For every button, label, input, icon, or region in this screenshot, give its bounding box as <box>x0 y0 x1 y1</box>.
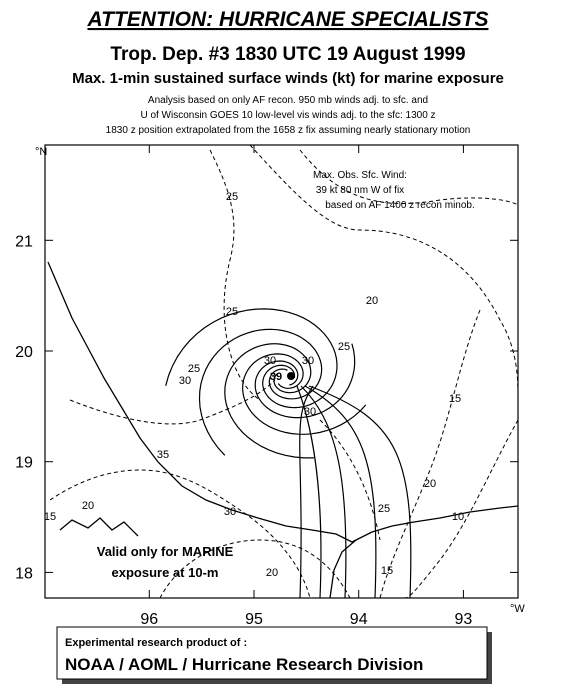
note: U of Wisconsin GOES 10 low-level vis win… <box>140 110 435 121</box>
isotach-label: 15 <box>449 393 461 405</box>
isotach-label: 10 <box>452 511 464 523</box>
map-layer <box>47 144 519 599</box>
isotach-label: 30 <box>304 406 316 418</box>
note: Analysis based on only AF recon. 950 mb … <box>148 95 428 106</box>
lon-label: 94 <box>350 611 368 628</box>
streamline <box>254 343 356 419</box>
isotach-label: 30 <box>179 375 191 387</box>
annotation: Max. Obs. Sfc. Wind: <box>313 170 407 181</box>
valid-note: Valid only for MARINE <box>97 544 234 559</box>
note: 1830 z position extrapolated from the 16… <box>106 125 471 136</box>
isotach-label: 30 <box>302 355 314 367</box>
lat-label: 19 <box>15 455 33 472</box>
isotach-label: 39 <box>270 371 282 383</box>
annotation: 39 kt 80 nm W of fix <box>316 185 404 196</box>
isotach <box>404 419 519 599</box>
streamline <box>304 385 377 599</box>
coastline <box>329 539 357 599</box>
isotach-label: 30 <box>264 355 276 367</box>
coastline <box>47 261 519 543</box>
lat-label: 20 <box>15 344 33 361</box>
streamline <box>198 328 323 456</box>
streamline <box>224 343 314 459</box>
isotach-label: 35 <box>157 449 169 461</box>
streamline <box>296 385 322 599</box>
isotach <box>379 309 481 599</box>
isotach-label: 25 <box>378 503 390 515</box>
lat-label: 21 <box>15 233 33 250</box>
isotach-label: 20 <box>424 478 436 490</box>
streamline <box>308 385 412 599</box>
map-frame <box>44 144 519 599</box>
lat-label: 18 <box>15 565 33 582</box>
banner: ATTENTION: HURRICANE SPECIALISTS <box>87 8 489 31</box>
isotach-label: 20 <box>266 567 278 579</box>
isotach-label: 15 <box>381 565 393 577</box>
isotach-label: 20 <box>82 500 94 512</box>
streamline <box>165 308 338 409</box>
title: Trop. Dep. #3 1830 UTC 19 August 1999 <box>110 44 465 65</box>
isotach-label: 25 <box>226 306 238 318</box>
valid-note: exposure at 10-m <box>112 565 219 580</box>
isotach-label: 30 <box>224 506 236 518</box>
lon-label: 96 <box>140 611 158 628</box>
isotach-label: 15 <box>44 511 56 523</box>
lon-label: 93 <box>455 611 473 628</box>
subtitle: Max. 1-min sustained surface winds (kt) … <box>72 70 504 87</box>
lon-unit: °W <box>510 603 525 615</box>
coastline <box>59 517 139 537</box>
isotach <box>249 144 519 401</box>
streamline <box>241 353 367 435</box>
annotation: based on AF 1400 z recon minob. <box>325 200 475 211</box>
isotach <box>49 469 311 599</box>
lon-label: 95 <box>245 611 263 628</box>
footer-box <box>56 626 488 680</box>
isotach-label: 25 <box>226 191 238 203</box>
streamline <box>299 385 314 599</box>
isotach <box>209 149 261 401</box>
footer-line: NOAA / AOML / Hurricane Research Divisio… <box>65 655 423 674</box>
isotach-label: 20 <box>366 295 378 307</box>
streamline <box>300 385 347 599</box>
isotach-label: 25 <box>338 341 350 353</box>
isotach <box>69 379 276 425</box>
footer-line: Experimental research product of : <box>65 637 247 649</box>
lat-unit: °N <box>35 146 47 158</box>
isotach <box>299 149 519 206</box>
isotach-label: 25 <box>188 363 200 375</box>
isotach <box>159 539 351 599</box>
storm-center <box>287 372 295 380</box>
